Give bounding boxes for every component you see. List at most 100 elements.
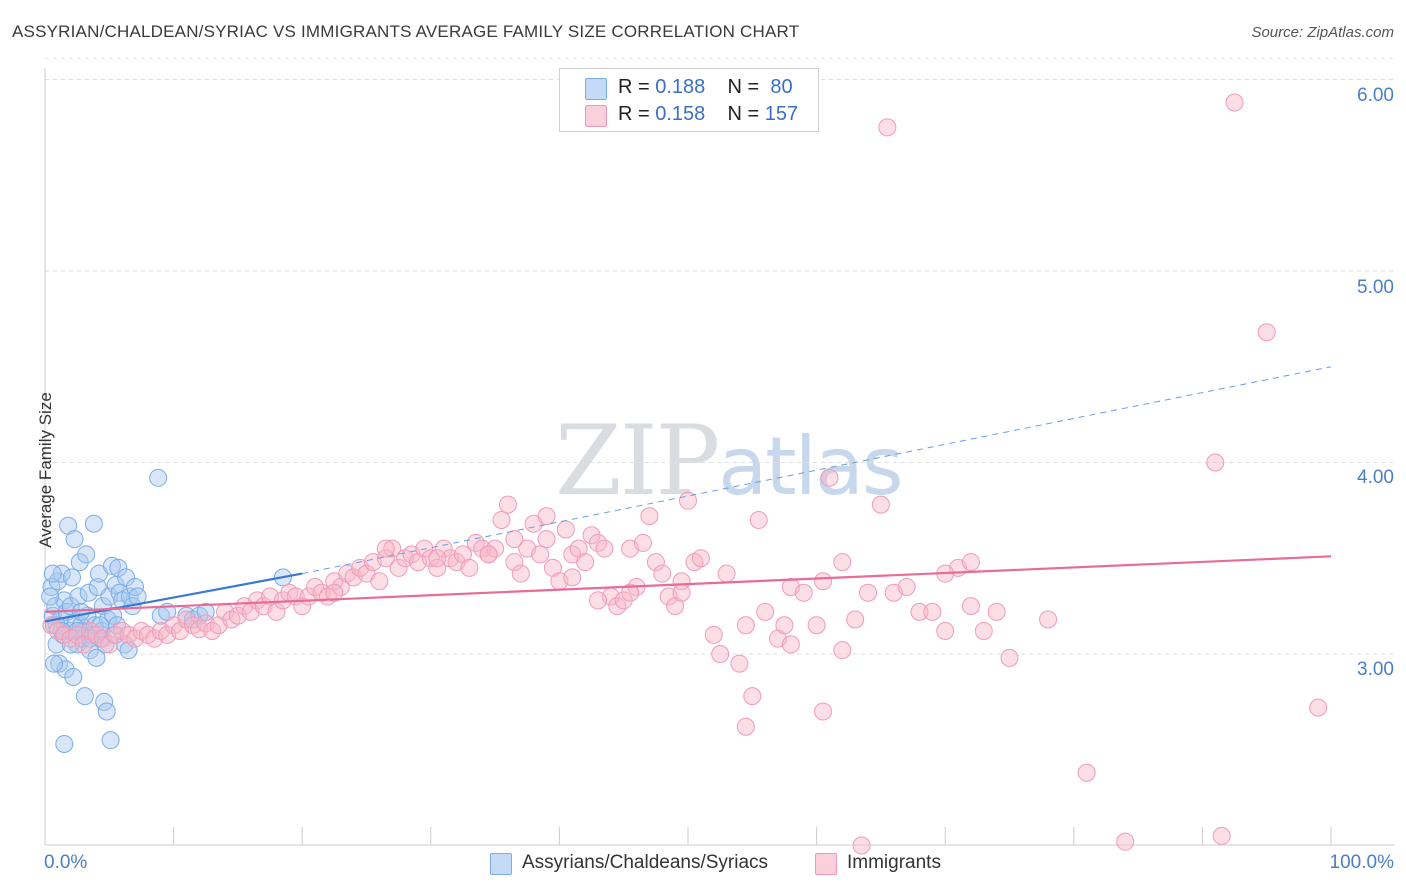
data-point [84,514,103,533]
data-point [672,583,691,602]
data-point [910,602,929,621]
bottom-legend-swatch [815,853,837,875]
data-point [65,530,84,549]
data-point [576,553,595,572]
x-tick-label-min: 0.0% [44,852,88,873]
data-point [781,635,800,654]
legend-n-value: 80 [770,76,793,98]
bottom-legend: Assyrians/Chaldeans/Syriacs Immigrants [0,852,1406,880]
data-point [736,717,755,736]
data-point [70,553,89,572]
y-tick-label: 5.00 [1357,277,1394,298]
legend-swatch-immigrants [585,105,607,127]
data-point [75,687,94,706]
data-point [79,583,98,602]
data-point [1225,93,1244,112]
data-point [871,495,890,514]
data-point [64,667,83,686]
legend-swatch-assyrians [585,78,607,100]
trend-line [44,572,303,623]
data-point [376,539,395,558]
data-point [711,645,730,663]
legend-r-value: 0.158 [655,103,706,125]
data-point [556,520,575,539]
legend-r-value: 0.188 [655,76,706,98]
data-point [383,539,402,558]
data-point [1206,453,1225,472]
data-point [531,545,550,564]
data-point [814,572,833,591]
data-point [428,558,447,577]
data-point [479,545,498,564]
data-point [859,583,878,602]
data-point [961,553,980,572]
data-point [109,558,128,577]
data-point [537,530,556,549]
data-point [55,735,74,754]
x-tick-label-max: 100.0% [1329,852,1394,873]
legend-n-value: 157 [764,103,799,125]
legend-text: R = 0.188 N = 80 [618,76,793,99]
data-point [72,602,91,621]
data-point [756,602,775,621]
data-point [69,587,88,606]
data-point [52,564,71,583]
data-point [100,635,119,654]
watermark-atlas: atlas [718,420,903,513]
data-point [389,558,408,577]
data-point [987,602,1006,621]
data-point [736,616,755,635]
data-point [621,583,640,602]
legend-box: R = 0.188 N = 80 R = 0.158 N = 157 [559,68,819,132]
data-point [1309,698,1328,717]
chart-title: ASSYRIAN/CHALDEAN/SYRIAC VS IMMIGRANTS A… [12,22,800,41]
data-point [41,587,60,606]
data-point [814,702,833,721]
legend-r-label: R = [618,76,656,98]
data-point [595,539,614,558]
data-point [794,583,813,602]
data-point [119,641,138,660]
y-tick-label: 3.00 [1357,659,1394,680]
y-tick-label: 4.00 [1357,467,1394,488]
legend-text: R = 0.158 N = 157 [618,103,798,126]
data-point [101,731,120,750]
y-tick-label: 6.00 [1357,85,1394,106]
data-point [730,654,749,673]
data-point [691,549,710,568]
data-point [897,577,916,596]
data-point [97,702,116,721]
data-point [43,564,62,583]
data-point [775,616,794,635]
data-point [852,836,871,855]
data-point [961,597,980,616]
data-point [749,510,768,529]
data-point [633,533,652,552]
data-point [936,622,955,641]
data-point [1212,826,1231,845]
data-point [88,577,107,596]
data-point [498,495,517,514]
legend-n-label: N = [727,103,765,125]
data-point [1000,648,1019,667]
data-point [846,610,865,629]
bottom-legend-label: Assyrians/Chaldeans/Syriacs [522,852,769,873]
source-label: Source: ZipAtlas.com [1251,24,1394,41]
legend-n-label: N = [727,76,765,98]
data-point [421,549,440,568]
data-point [117,568,136,587]
data-point [56,660,75,679]
data-point [614,591,633,610]
watermark-zip: ZIP [555,405,720,517]
data-point [878,118,897,137]
data-point [149,468,168,487]
data-point [704,625,723,644]
watermark: ZIPatlas [555,405,904,517]
data-point [820,468,839,487]
data-point [717,564,736,583]
bottom-legend-swatch [490,853,512,875]
data-point [77,545,96,564]
data-point [91,616,110,635]
data-point [563,568,582,587]
